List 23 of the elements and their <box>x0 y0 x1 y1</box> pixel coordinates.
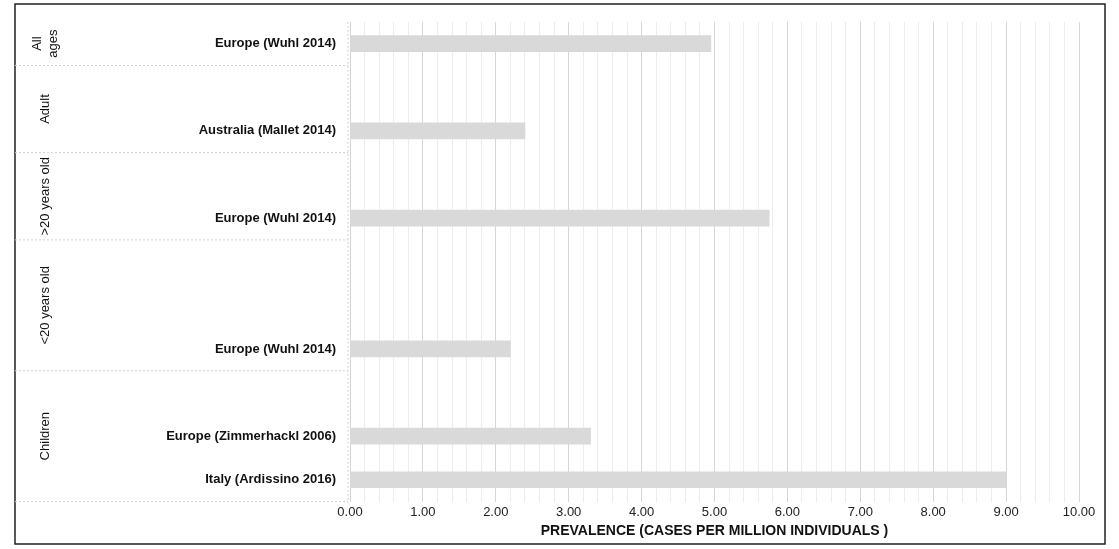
y-tick-label: Australia (Mallet 2014) <box>198 122 336 138</box>
y-tick-label: Europe (Zimmerhackl 2006) <box>166 427 336 443</box>
x-tick-label: 6.00 <box>774 503 801 519</box>
x-tick-label: 2.00 <box>483 503 509 519</box>
x-tick-label: 8.00 <box>920 503 946 519</box>
y-tick-label: Europe (Wuhl 2014) <box>214 209 336 225</box>
x-tick-label: 10.00 <box>1062 503 1096 519</box>
text: <20 years old <box>36 266 52 345</box>
x-axis-title: PREVALENCE (CASES PER MILLION INDIVIDUALS ) <box>540 522 889 539</box>
x-tick-label: 3.00 <box>556 503 582 519</box>
text: >20 years old <box>36 157 52 236</box>
y-tick-label: Italy (Ardissino 2016) <box>205 471 336 487</box>
text: All ages <box>28 29 60 58</box>
x-tick-label: 1.00 <box>410 503 436 519</box>
text: Adult <box>36 93 52 124</box>
x-tick-label: 5.00 <box>701 503 728 519</box>
y-tick-label: Europe (Wuhl 2014) <box>214 340 336 356</box>
x-tick-label: 0.00 <box>337 503 363 519</box>
x-tick-label: 9.00 <box>993 503 1019 519</box>
x-tick-label: 7.00 <box>847 503 873 519</box>
text: Children <box>36 411 52 461</box>
x-tick-label: 4.00 <box>628 503 655 519</box>
y-tick-label: Europe (Wuhl 2014) <box>214 35 336 51</box>
